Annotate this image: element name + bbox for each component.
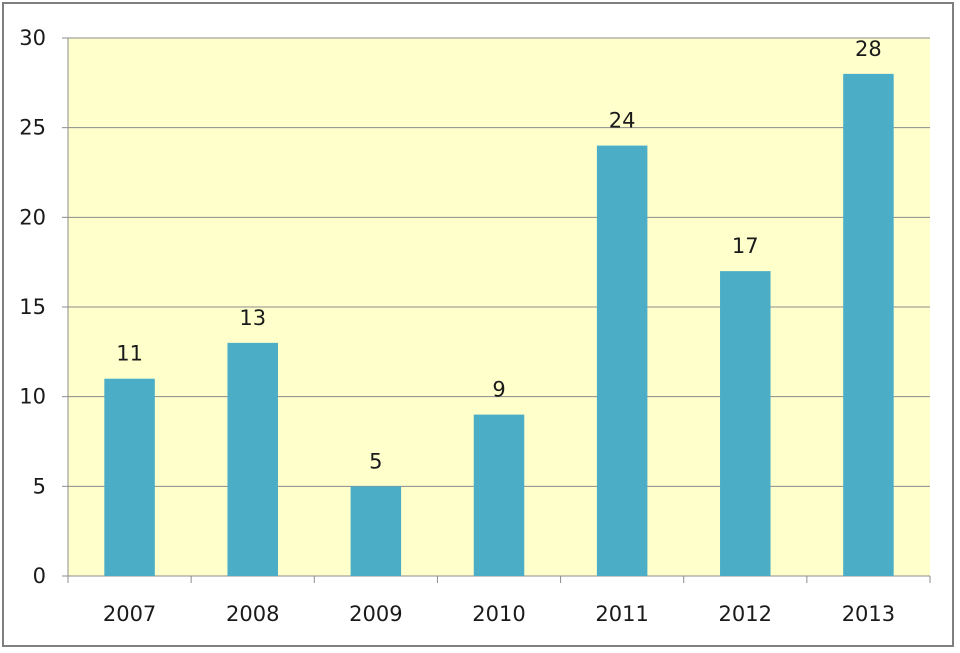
y-tick-label: 30 xyxy=(19,26,46,50)
y-tick-label: 20 xyxy=(19,205,46,229)
data-label-2010: 9 xyxy=(492,378,505,402)
x-tick-label-2012: 2012 xyxy=(719,602,772,626)
y-tick-label: 10 xyxy=(19,385,46,409)
x-tick-label-2008: 2008 xyxy=(226,602,279,626)
data-label-2009: 5 xyxy=(369,449,382,473)
x-tick-label-2010: 2010 xyxy=(472,602,525,626)
bar-2009 xyxy=(350,486,402,576)
bar-2013 xyxy=(843,73,894,576)
bar-2011 xyxy=(596,145,648,576)
data-label-2007: 11 xyxy=(116,342,143,366)
y-tick-label: 25 xyxy=(19,116,46,140)
data-label-2011: 24 xyxy=(609,109,636,133)
x-tick-label-2013: 2013 xyxy=(842,602,895,626)
bar-2012 xyxy=(720,271,771,576)
data-label-2012: 17 xyxy=(732,234,759,258)
bar-2007 xyxy=(104,378,155,576)
y-tick-label: 15 xyxy=(19,295,46,319)
y-tick-label: 5 xyxy=(33,474,46,498)
data-label-2008: 13 xyxy=(239,306,266,330)
bar-2010 xyxy=(473,414,525,576)
data-label-2013: 28 xyxy=(855,37,882,61)
bar-2008 xyxy=(227,342,278,576)
x-tick-label-2009: 2009 xyxy=(349,602,402,626)
y-tick-label: 0 xyxy=(33,564,46,588)
x-tick-label-2011: 2011 xyxy=(595,602,648,626)
x-tick-label-2007: 2007 xyxy=(103,602,156,626)
